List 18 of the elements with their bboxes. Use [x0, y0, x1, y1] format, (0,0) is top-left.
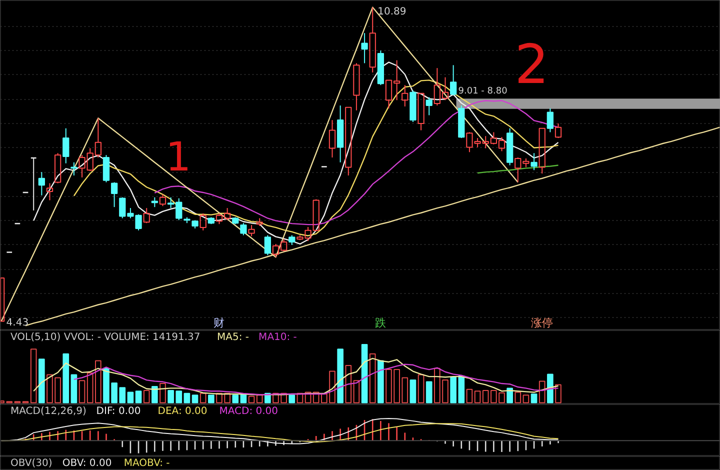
text: MAOBV: - [124, 458, 170, 469]
annotation: 10.89 [378, 6, 406, 18]
annotation: 1 [166, 134, 192, 181]
x-tick-label: 涨停 [531, 316, 554, 330]
text: MACD: 0.00 [219, 406, 278, 417]
chart-title: MACD(12,26,9) [10, 406, 87, 417]
series-label: DIF: 0.00 [96, 406, 141, 417]
text: OBV(30) [10, 458, 52, 469]
text: OBV: 0.00 [62, 458, 112, 469]
annotation: 4.43 [6, 317, 29, 328]
text: MA5: - [217, 332, 250, 343]
band-label: 9.01 - 8.80 [458, 86, 508, 97]
chart-title: VOL(5,10) VVOL: - VOLUME: 14191.37 [10, 332, 200, 343]
series-label: DEA: 0.00 [158, 406, 208, 417]
x-tick-label: 跌 [375, 316, 386, 330]
x-tick-label: 财 [214, 316, 225, 330]
text: MA10: - [258, 332, 298, 343]
annotation: 2 [514, 33, 550, 96]
